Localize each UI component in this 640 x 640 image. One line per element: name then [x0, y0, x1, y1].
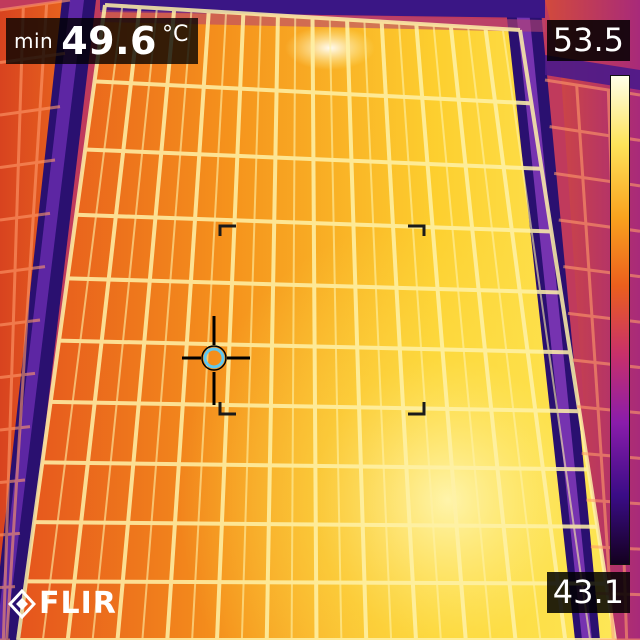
cell-busbar-line: [290, 16, 297, 640]
cell-column-line: [518, 29, 617, 640]
cell-row-line: [42, 460, 589, 472]
cell-column-line: [414, 23, 468, 640]
side-row-line: [0, 0, 71, 12]
cell-column-line: [264, 15, 280, 640]
cell-grid: [16, 3, 617, 640]
cell-column-line: [483, 27, 568, 640]
color-scale-bar: [610, 75, 630, 565]
measure-box-corners: [218, 224, 426, 416]
cell-column-line: [16, 4, 107, 640]
side-row-line: [0, 265, 46, 274]
cell-column-line: [165, 11, 211, 640]
cell-row-line: [67, 276, 561, 295]
side-row-line: [0, 531, 21, 537]
spot-ring: [203, 347, 225, 369]
flir-logo-icon: [8, 588, 36, 619]
side-row-line: [0, 371, 36, 379]
cell-row-line: [26, 579, 607, 586]
min-temperature-value: 49.6: [61, 19, 157, 63]
side-row-line: [0, 318, 41, 327]
cell-column-line: [345, 19, 369, 640]
crosshair-reticle: [182, 316, 250, 405]
cell-column-line: [65, 6, 142, 640]
cell-busbar-line: [328, 18, 343, 640]
cell-row-line: [76, 212, 552, 234]
side-row-line: [0, 105, 61, 117]
cell-busbar-line: [240, 14, 262, 640]
flir-brand-text: FLIR: [39, 586, 117, 621]
min-label: min: [14, 29, 54, 53]
cell-busbar-line: [363, 20, 393, 640]
cell-row-line: [58, 338, 571, 355]
cell-busbar-line: [91, 8, 158, 640]
cell-busbar-line: [141, 10, 193, 640]
cell-row-line: [85, 147, 542, 171]
side-column-line: [5, 3, 49, 640]
flir-logo: FLIR: [8, 586, 117, 621]
cell-row-line: [50, 399, 580, 414]
cell-busbar-line: [191, 12, 228, 640]
scale-min-value: 43.1: [546, 572, 630, 613]
cell-busbar-line: [467, 26, 542, 640]
side-column-line: [575, 84, 615, 640]
side-row-line: [0, 158, 56, 169]
cell-busbar-line: [41, 5, 124, 640]
cell-column-line: [215, 13, 246, 640]
min-temperature-readout: min 49.6 °C: [6, 18, 199, 64]
side-row-line: [0, 211, 51, 222]
cell-column-line: [379, 21, 418, 640]
cell-column-line: [448, 25, 518, 640]
cell-row-line: [34, 520, 598, 529]
cell-busbar-line: [432, 24, 492, 640]
side-row-line: [0, 585, 16, 589]
cell-column-line: [115, 8, 177, 640]
cell-row-line: [94, 79, 532, 106]
cell-row-line: [104, 3, 521, 32]
cell-busbar-line: [501, 28, 592, 640]
cell-column-line: [310, 17, 319, 640]
side-row-line: [0, 478, 26, 484]
side-row-line: [0, 425, 31, 432]
cell-busbar-line: [397, 22, 442, 640]
scale-max-value: 53.5: [546, 20, 630, 61]
temperature-unit: °C: [161, 22, 189, 47]
side-column-line: [1, 6, 25, 640]
